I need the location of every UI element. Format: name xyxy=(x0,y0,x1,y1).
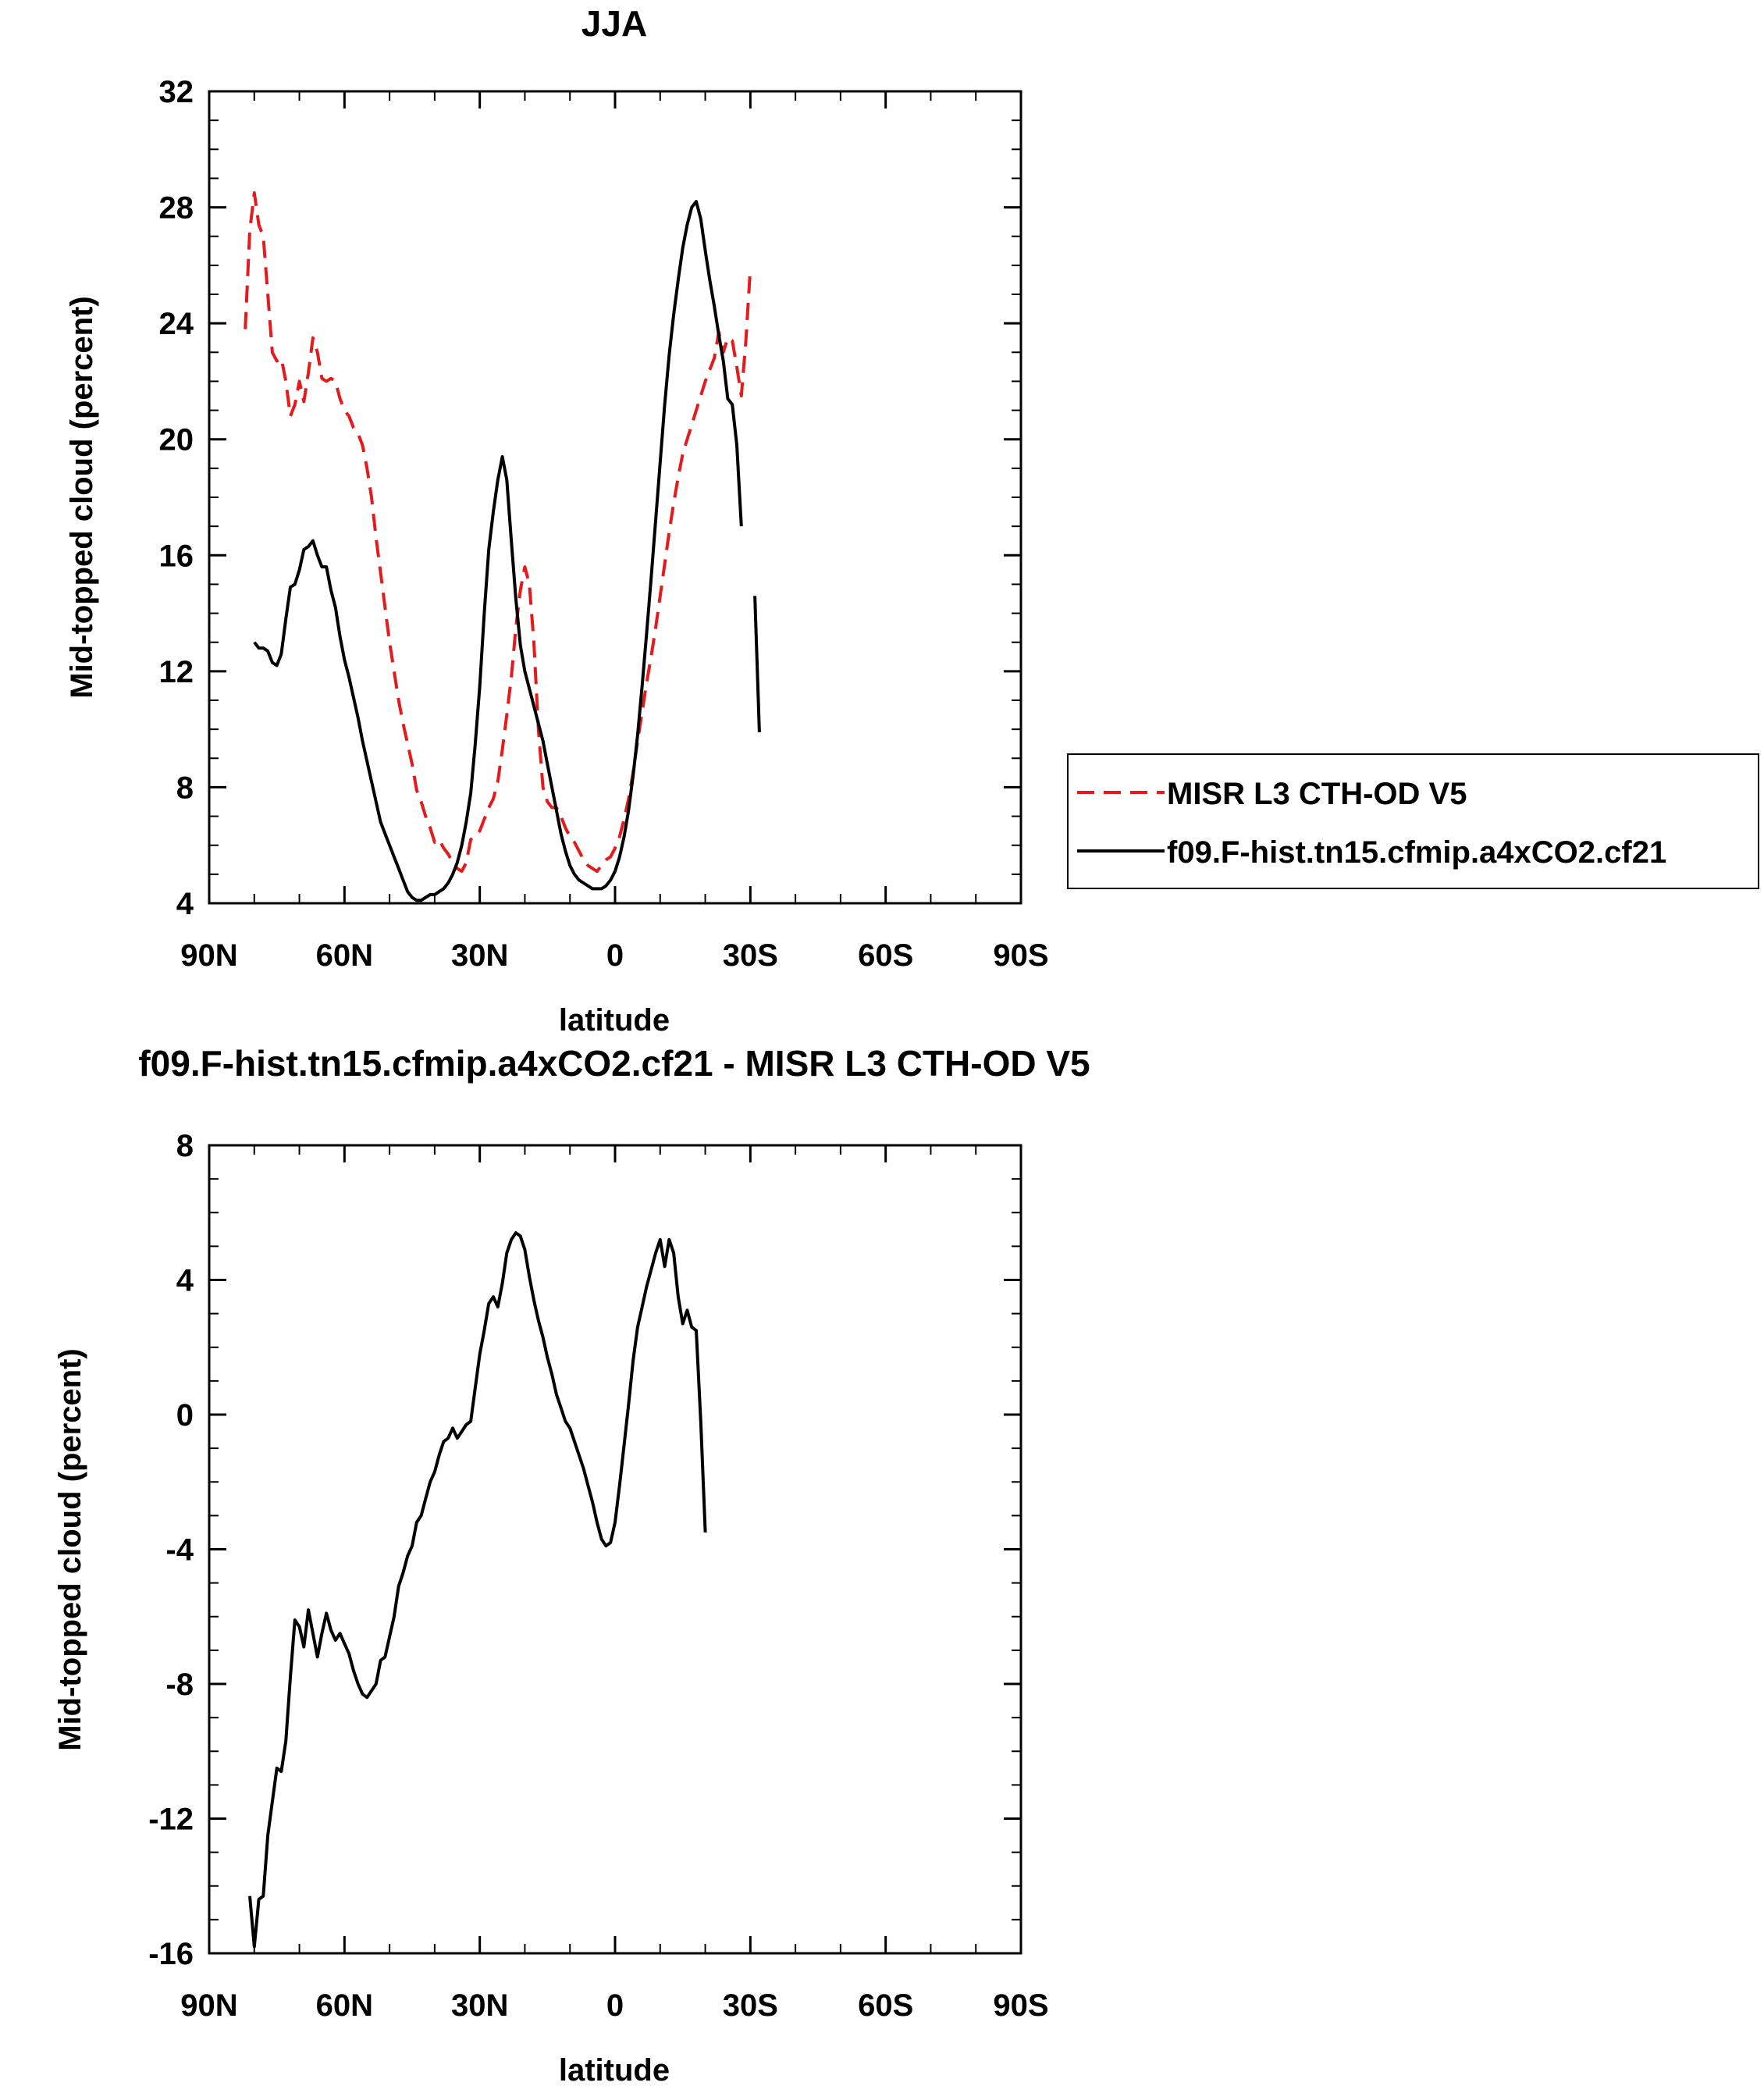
x-tick-label: 30N xyxy=(451,938,508,973)
y-tick-label: 16 xyxy=(159,539,194,573)
x-axis-ticks: 90N 60N 30N 0 30S 60S 90S xyxy=(180,1145,1049,2023)
x-tick-label: 0 xyxy=(606,938,624,973)
y-tick-label: -16 xyxy=(148,1937,194,1971)
series-line-0-segment-0 xyxy=(244,191,752,874)
x-tick-label: 90S xyxy=(993,1988,1048,2023)
y-tick-label: 8 xyxy=(176,771,194,805)
y-axis-ticks: 4 8 12 16 20 24 28 32 xyxy=(159,75,1021,921)
series-layer xyxy=(244,191,761,902)
x-axis-label: latitude xyxy=(559,2053,670,2086)
y-tick-label: 32 xyxy=(159,75,194,109)
y-axis-ticks: -16 -12 -8 -4 0 4 8 xyxy=(148,1129,1021,1971)
x-tick-label: 0 xyxy=(606,1988,624,2023)
y-tick-label: 28 xyxy=(159,191,194,226)
y-tick-label: -4 xyxy=(165,1533,194,1568)
y-tick-label: 4 xyxy=(176,1264,194,1298)
x-axis-label: latitude xyxy=(559,1003,670,1038)
plot-frame xyxy=(208,90,1022,905)
x-axis-ticks: 90N 60N 30N 0 30S 60S 90S xyxy=(180,91,1049,973)
x-tick-label: 60N xyxy=(316,1988,373,2023)
legend: MISR L3 CTH-OD V5 f09.F-hist.tn15.cfmip.… xyxy=(1067,753,1759,889)
x-tick-label: 30S xyxy=(723,938,778,973)
legend-label-model: f09.F-hist.tn15.cfmip.a4xCO2.cf21 xyxy=(1167,835,1666,870)
series-line-1-segment-0 xyxy=(253,200,743,902)
y-tick-label: 4 xyxy=(176,887,194,921)
x-tick-label: 90N xyxy=(180,938,237,973)
y-tick-label: 24 xyxy=(159,307,194,341)
x-tick-label: 90N xyxy=(180,1988,237,2023)
x-tick-label: 60S xyxy=(858,938,913,973)
x-tick-label: 60S xyxy=(858,1988,913,2023)
x-tick-label: 90S xyxy=(993,938,1048,973)
x-tick-label: 60N xyxy=(316,938,373,973)
chart-top: JJA 4 8 12 16 20 24 28 32 90N 60N 30N 0 30S 60S 90S l… xyxy=(65,3,1759,1038)
y-axis-label: Mid-topped cloud (percent) xyxy=(53,1348,87,1751)
series-layer xyxy=(248,1231,707,1949)
y-tick-label: -8 xyxy=(165,1668,194,1702)
plot-frame xyxy=(208,1144,1022,1955)
x-tick-label: 30S xyxy=(723,1988,778,2023)
series-line-1-segment-1 xyxy=(753,596,761,732)
series-line-0-segment-0 xyxy=(248,1231,707,1949)
chart-title: f09.F-hist.tn15.cfmip.a4xCO2.cf21 - MISR… xyxy=(138,1043,1090,1084)
x-tick-label: 30N xyxy=(451,1988,508,2023)
y-tick-label: 0 xyxy=(176,1398,194,1433)
y-tick-label: 20 xyxy=(159,423,194,457)
legend-label-misr: MISR L3 CTH-OD V5 xyxy=(1167,777,1467,811)
y-tick-label: 12 xyxy=(159,655,194,689)
y-tick-label: 8 xyxy=(176,1129,194,1163)
chart-title: JJA xyxy=(581,3,647,44)
y-axis-label: Mid-topped cloud (percent) xyxy=(65,296,99,699)
legend-box xyxy=(1067,753,1759,889)
chart-bottom: f09.F-hist.tn15.cfmip.a4xCO2.cf21 - MISR… xyxy=(53,1043,1090,2086)
y-tick-label: -12 xyxy=(148,1803,194,1837)
